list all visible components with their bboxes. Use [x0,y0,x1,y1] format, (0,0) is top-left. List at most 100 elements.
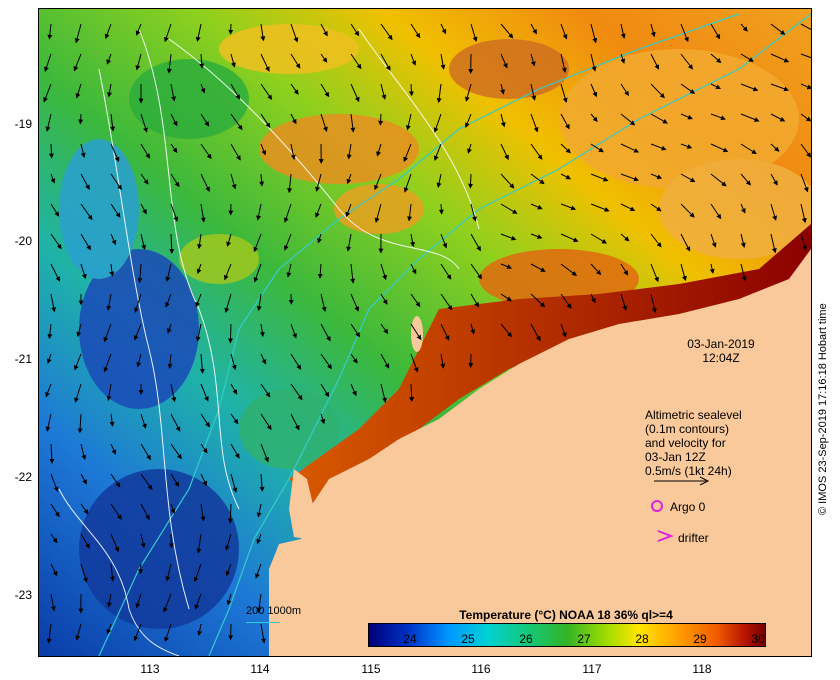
velocity-arrow [193,563,202,583]
velocity-arrow [230,353,237,371]
velocity-arrow [80,503,89,515]
velocity-arrow [104,23,112,40]
velocity-arrow [740,143,757,155]
velocity-arrow [45,113,52,132]
velocity-arrow [50,293,57,313]
velocity-arrow [48,143,54,159]
velocity-arrow [440,23,447,35]
velocity-arrow [255,563,262,579]
velocity-arrow [200,173,210,193]
velocity-arrow [260,143,267,156]
velocity-arrow [165,263,172,282]
velocity-arrow [170,173,180,188]
velocity-arrow [170,413,181,432]
timestamp: 03-Jan-2019 12:04Z [676,337,766,365]
velocity-arrow [530,143,543,160]
velocity-arrow [74,383,82,403]
velocity-arrow [770,53,790,63]
velocity-arrow [107,83,112,98]
velocity-arrow [80,143,86,158]
velocity-arrow [680,173,696,183]
velocity-arrow [560,53,567,73]
velocity-arrow [253,263,262,283]
timestamp-time: 12:04Z [702,351,740,365]
velocity-arrow [650,53,660,70]
velocity-arrow [680,53,694,70]
velocity-arrow [200,383,209,402]
velocity-arrow [770,143,780,152]
velocity-arrow [315,173,322,192]
argo-label: Argo 0 [670,500,706,514]
velocity-arrow [500,143,509,161]
x-tick-label: 118 [692,662,712,676]
velocity-arrow [109,413,115,427]
velocity-arrow [290,413,300,431]
velocity-arrow [164,623,172,643]
velocity-arrow [800,23,811,30]
velocity-arrow [80,443,87,461]
velocity-arrow [140,413,147,430]
velocity-arrow [530,173,545,185]
velocity-arrow [410,263,417,275]
velocity-arrow [260,353,267,365]
velocity-arrow [80,203,93,221]
velocity-arrow [200,113,210,127]
velocity-arrow [200,413,210,428]
velocity-arrow [740,263,747,282]
velocity-arrow [80,563,88,583]
velocity-arrow [230,413,239,425]
velocity-arrow [195,293,202,308]
velocity-arrow [590,83,598,98]
colorbar-tick: 30 [751,632,765,646]
velocity-arrow [440,353,446,369]
velocity-arrow [350,263,356,284]
velocity-arrow [530,53,536,67]
legend-line: 0.5m/s (1kt 24h) [645,464,732,478]
velocity-arrow [374,203,382,224]
y-tick-label: -23 [14,588,32,602]
velocity-arrow [315,203,322,218]
velocity-arrow [403,143,412,163]
velocity-arrow [140,143,151,159]
velocity-arrow [256,503,262,518]
velocity-arrow [650,293,657,314]
velocity-arrow [200,473,207,487]
velocity-arrow [50,563,58,577]
velocity-arrow [500,233,517,241]
velocity-arrow [80,233,91,251]
velocity-arrow [500,53,508,69]
velocity-arrow [165,563,172,582]
velocity-arrow [410,53,417,66]
velocity-arrow [170,203,179,222]
velocity-arrow [590,293,596,304]
velocity-arrow [199,353,205,374]
velocity-arrow [106,383,112,402]
colorbar-tick: 27 [577,632,591,646]
velocity-arrow [260,413,272,431]
velocity-arrow [800,53,811,59]
velocity-arrow [560,173,572,180]
velocity-arrow [800,173,809,193]
velocity-arrow [75,623,82,641]
legend-line: (0.1m contours) [645,422,730,436]
sst-map[interactable] [38,8,812,657]
velocity-arrow [800,143,811,158]
velocity-arrow [135,53,142,71]
velocity-arrow [110,203,121,218]
velocity-arrow [77,413,83,434]
velocity-arrow [800,233,807,251]
depth-legend: 200 1000m [246,605,302,617]
velocity-arrow [230,53,236,68]
velocity-arrow [376,143,382,157]
velocity-arrow [709,263,715,275]
velocity-arrow [260,83,273,101]
velocity-arrow [196,533,202,554]
velocity-arrow [46,353,52,364]
velocity-arrow [680,233,691,252]
velocity-arrow [440,263,452,280]
velocity-arrow [80,473,87,485]
velocity-arrow [560,23,568,40]
velocity-arrow [350,23,360,37]
velocity-arrow [137,263,143,284]
velocity-arrow [740,113,760,122]
